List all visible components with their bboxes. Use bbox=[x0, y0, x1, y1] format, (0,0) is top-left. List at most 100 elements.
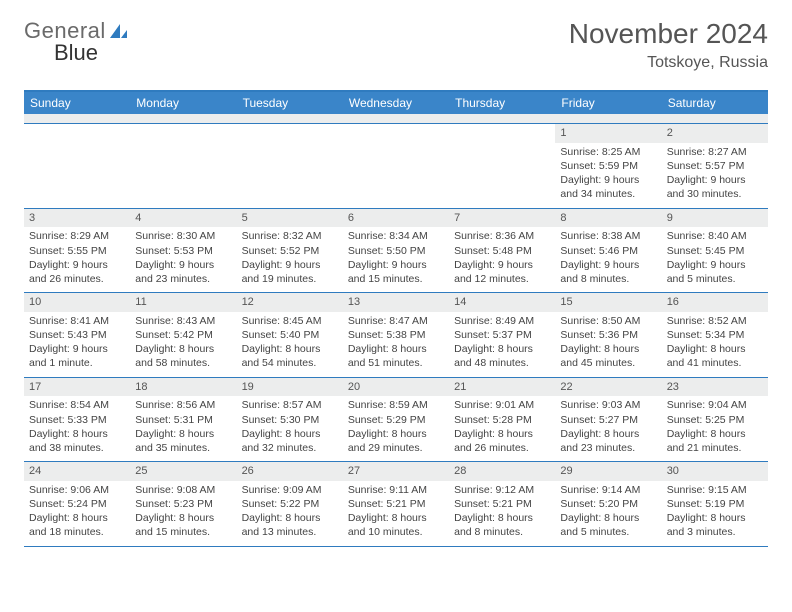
daylight-line: Daylight: 8 hours and 29 minutes. bbox=[348, 427, 444, 455]
day-cell: 1Sunrise: 8:25 AMSunset: 5:59 PMDaylight… bbox=[555, 124, 661, 208]
sunrise-line: Sunrise: 8:30 AM bbox=[135, 229, 231, 243]
date-number: 12 bbox=[237, 293, 343, 312]
date-number: 18 bbox=[130, 378, 236, 397]
day-cell: 4Sunrise: 8:30 AMSunset: 5:53 PMDaylight… bbox=[130, 209, 236, 293]
sunrise-line: Sunrise: 9:15 AM bbox=[667, 483, 763, 497]
daylight-line: Daylight: 8 hours and 15 minutes. bbox=[135, 511, 231, 539]
week-row: 3Sunrise: 8:29 AMSunset: 5:55 PMDaylight… bbox=[24, 209, 768, 294]
weeks-container: 1Sunrise: 8:25 AMSunset: 5:59 PMDaylight… bbox=[24, 124, 768, 547]
daylight-line: Daylight: 9 hours and 8 minutes. bbox=[560, 258, 656, 286]
sunset-line: Sunset: 5:30 PM bbox=[242, 413, 338, 427]
title-block: November 2024 Totskoye, Russia bbox=[569, 18, 768, 72]
daylight-line: Daylight: 8 hours and 5 minutes. bbox=[560, 511, 656, 539]
sunrise-line: Sunrise: 8:38 AM bbox=[560, 229, 656, 243]
day-cell: 24Sunrise: 9:06 AMSunset: 5:24 PMDayligh… bbox=[24, 462, 130, 546]
day-cell: 5Sunrise: 8:32 AMSunset: 5:52 PMDaylight… bbox=[237, 209, 343, 293]
date-number: 23 bbox=[662, 378, 768, 397]
sunset-line: Sunset: 5:43 PM bbox=[29, 328, 125, 342]
sunset-line: Sunset: 5:53 PM bbox=[135, 244, 231, 258]
sunset-line: Sunset: 5:45 PM bbox=[667, 244, 763, 258]
day-cell: 13Sunrise: 8:47 AMSunset: 5:38 PMDayligh… bbox=[343, 293, 449, 377]
sunrise-line: Sunrise: 9:12 AM bbox=[454, 483, 550, 497]
week-row: 24Sunrise: 9:06 AMSunset: 5:24 PMDayligh… bbox=[24, 462, 768, 547]
date-number: 21 bbox=[449, 378, 555, 397]
sunset-line: Sunset: 5:19 PM bbox=[667, 497, 763, 511]
daylight-line: Daylight: 8 hours and 54 minutes. bbox=[242, 342, 338, 370]
daylight-line: Daylight: 8 hours and 13 minutes. bbox=[242, 511, 338, 539]
calendar: SundayMondayTuesdayWednesdayThursdayFrid… bbox=[24, 90, 768, 547]
date-number: 28 bbox=[449, 462, 555, 481]
sunset-line: Sunset: 5:29 PM bbox=[348, 413, 444, 427]
daylight-line: Daylight: 8 hours and 10 minutes. bbox=[348, 511, 444, 539]
day-header: Wednesday bbox=[343, 92, 449, 114]
sunrise-line: Sunrise: 8:49 AM bbox=[454, 314, 550, 328]
day-cell: 19Sunrise: 8:57 AMSunset: 5:30 PMDayligh… bbox=[237, 378, 343, 462]
day-cell: 9Sunrise: 8:40 AMSunset: 5:45 PMDaylight… bbox=[662, 209, 768, 293]
day-cell: 8Sunrise: 8:38 AMSunset: 5:46 PMDaylight… bbox=[555, 209, 661, 293]
sunset-line: Sunset: 5:46 PM bbox=[560, 244, 656, 258]
day-cell: 15Sunrise: 8:50 AMSunset: 5:36 PMDayligh… bbox=[555, 293, 661, 377]
daylight-line: Daylight: 9 hours and 12 minutes. bbox=[454, 258, 550, 286]
daylight-line: Daylight: 8 hours and 41 minutes. bbox=[667, 342, 763, 370]
sunset-line: Sunset: 5:52 PM bbox=[242, 244, 338, 258]
date-number: 14 bbox=[449, 293, 555, 312]
day-cell: 26Sunrise: 9:09 AMSunset: 5:22 PMDayligh… bbox=[237, 462, 343, 546]
week-row: 10Sunrise: 8:41 AMSunset: 5:43 PMDayligh… bbox=[24, 293, 768, 378]
date-number: 5 bbox=[237, 209, 343, 228]
sunset-line: Sunset: 5:40 PM bbox=[242, 328, 338, 342]
sunset-line: Sunset: 5:59 PM bbox=[560, 159, 656, 173]
day-cell: 29Sunrise: 9:14 AMSunset: 5:20 PMDayligh… bbox=[555, 462, 661, 546]
day-header-row: SundayMondayTuesdayWednesdayThursdayFrid… bbox=[24, 92, 768, 114]
day-cell: 14Sunrise: 8:49 AMSunset: 5:37 PMDayligh… bbox=[449, 293, 555, 377]
date-number: 25 bbox=[130, 462, 236, 481]
sunset-line: Sunset: 5:25 PM bbox=[667, 413, 763, 427]
date-number: 6 bbox=[343, 209, 449, 228]
sunrise-line: Sunrise: 8:27 AM bbox=[667, 145, 763, 159]
daylight-line: Daylight: 9 hours and 23 minutes. bbox=[135, 258, 231, 286]
sunrise-line: Sunrise: 8:52 AM bbox=[667, 314, 763, 328]
sunrise-line: Sunrise: 9:14 AM bbox=[560, 483, 656, 497]
daylight-line: Daylight: 8 hours and 38 minutes. bbox=[29, 427, 125, 455]
sunrise-line: Sunrise: 9:04 AM bbox=[667, 398, 763, 412]
day-cell: 28Sunrise: 9:12 AMSunset: 5:21 PMDayligh… bbox=[449, 462, 555, 546]
date-number: 2 bbox=[662, 124, 768, 143]
sunrise-line: Sunrise: 9:11 AM bbox=[348, 483, 444, 497]
day-cell: 21Sunrise: 9:01 AMSunset: 5:28 PMDayligh… bbox=[449, 378, 555, 462]
sunrise-line: Sunrise: 9:08 AM bbox=[135, 483, 231, 497]
sunset-line: Sunset: 5:20 PM bbox=[560, 497, 656, 511]
date-number: 19 bbox=[237, 378, 343, 397]
sunrise-line: Sunrise: 8:40 AM bbox=[667, 229, 763, 243]
day-cell: 12Sunrise: 8:45 AMSunset: 5:40 PMDayligh… bbox=[237, 293, 343, 377]
day-cell: 3Sunrise: 8:29 AMSunset: 5:55 PMDaylight… bbox=[24, 209, 130, 293]
sunrise-line: Sunrise: 8:50 AM bbox=[560, 314, 656, 328]
calendar-page: General November 2024 Totskoye, Russia B… bbox=[0, 0, 792, 565]
day-cell bbox=[343, 124, 449, 208]
day-cell: 16Sunrise: 8:52 AMSunset: 5:34 PMDayligh… bbox=[662, 293, 768, 377]
date-number: 26 bbox=[237, 462, 343, 481]
sunset-line: Sunset: 5:38 PM bbox=[348, 328, 444, 342]
daylight-line: Daylight: 8 hours and 45 minutes. bbox=[560, 342, 656, 370]
day-header: Friday bbox=[555, 92, 661, 114]
sunset-line: Sunset: 5:34 PM bbox=[667, 328, 763, 342]
sunrise-line: Sunrise: 8:32 AM bbox=[242, 229, 338, 243]
sunrise-line: Sunrise: 9:09 AM bbox=[242, 483, 338, 497]
sunrise-line: Sunrise: 8:54 AM bbox=[29, 398, 125, 412]
day-cell: 11Sunrise: 8:43 AMSunset: 5:42 PMDayligh… bbox=[130, 293, 236, 377]
sunset-line: Sunset: 5:21 PM bbox=[348, 497, 444, 511]
day-cell: 2Sunrise: 8:27 AMSunset: 5:57 PMDaylight… bbox=[662, 124, 768, 208]
day-header: Tuesday bbox=[237, 92, 343, 114]
daylight-line: Daylight: 9 hours and 19 minutes. bbox=[242, 258, 338, 286]
sunrise-line: Sunrise: 8:43 AM bbox=[135, 314, 231, 328]
day-cell: 6Sunrise: 8:34 AMSunset: 5:50 PMDaylight… bbox=[343, 209, 449, 293]
sunset-line: Sunset: 5:36 PM bbox=[560, 328, 656, 342]
sunset-line: Sunset: 5:55 PM bbox=[29, 244, 125, 258]
daylight-line: Daylight: 8 hours and 3 minutes. bbox=[667, 511, 763, 539]
date-number: 9 bbox=[662, 209, 768, 228]
date-number: 7 bbox=[449, 209, 555, 228]
daylight-line: Daylight: 9 hours and 5 minutes. bbox=[667, 258, 763, 286]
day-cell: 10Sunrise: 8:41 AMSunset: 5:43 PMDayligh… bbox=[24, 293, 130, 377]
day-header: Thursday bbox=[449, 92, 555, 114]
month-title: November 2024 bbox=[569, 18, 768, 50]
location: Totskoye, Russia bbox=[569, 54, 768, 72]
day-cell: 30Sunrise: 9:15 AMSunset: 5:19 PMDayligh… bbox=[662, 462, 768, 546]
